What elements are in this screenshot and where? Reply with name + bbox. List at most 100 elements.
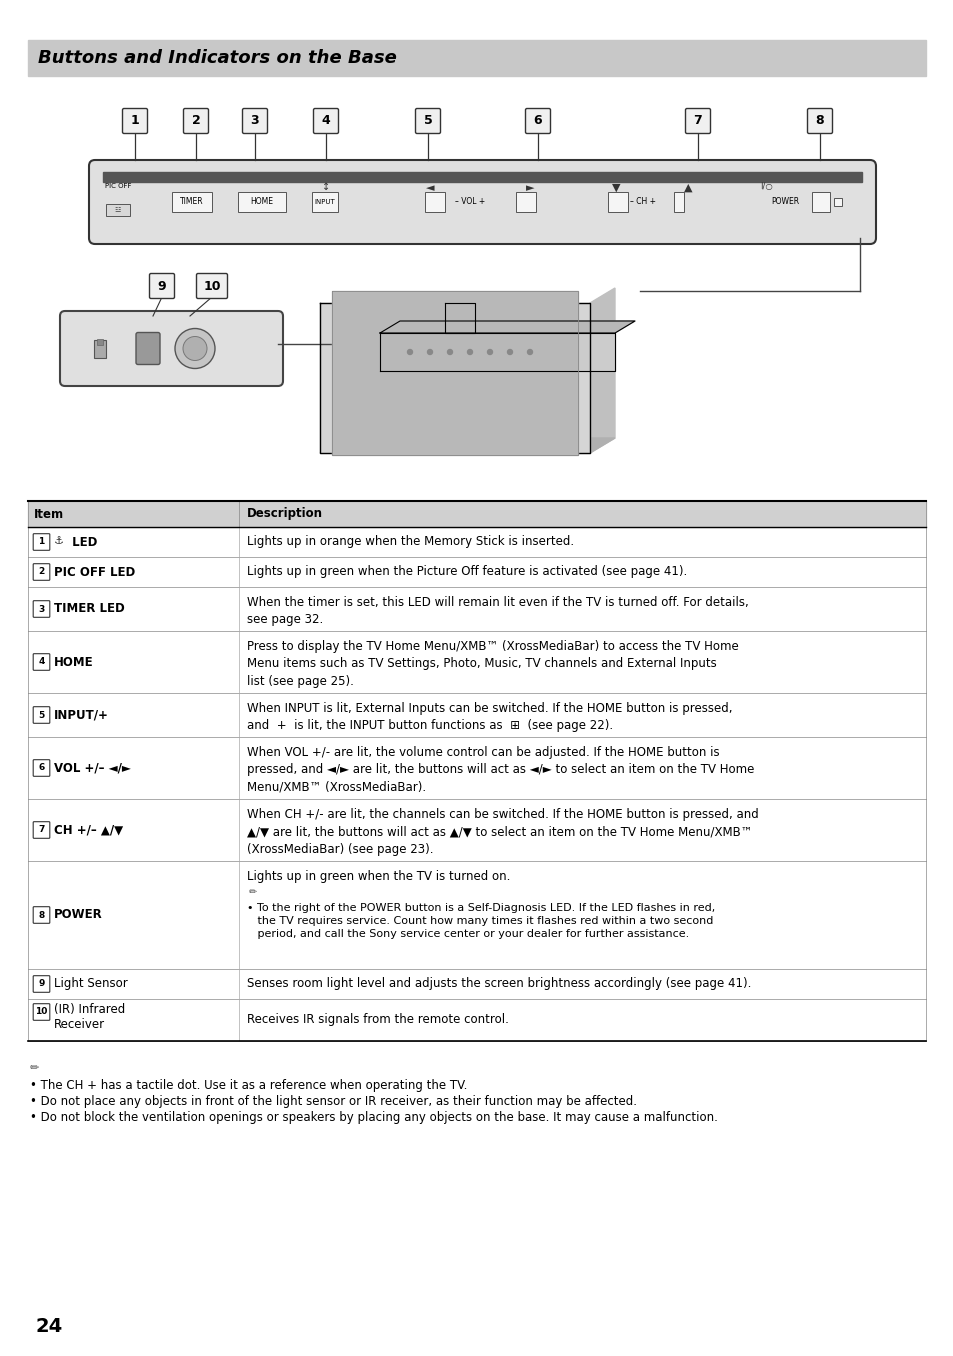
FancyBboxPatch shape: [33, 534, 50, 551]
FancyBboxPatch shape: [60, 311, 283, 386]
FancyBboxPatch shape: [33, 564, 50, 580]
Text: 10: 10: [35, 1008, 48, 1017]
Bar: [28, 738, 925, 799]
Polygon shape: [319, 302, 589, 453]
Bar: [28, 999, 925, 1041]
Text: • Do not place any objects in front of the light sensor or IR receiver, as their: • Do not place any objects in front of t…: [30, 1096, 637, 1108]
Circle shape: [507, 350, 512, 354]
Bar: [424, 193, 444, 212]
Text: 3: 3: [251, 114, 259, 127]
Bar: [28, 557, 925, 587]
Polygon shape: [379, 321, 635, 334]
Bar: [103, 172, 862, 182]
Text: Lights up in green when the Picture Off feature is activated (see page 41).: Lights up in green when the Picture Off …: [247, 565, 686, 579]
FancyBboxPatch shape: [33, 759, 50, 776]
Text: PIC OFF LED: PIC OFF LED: [54, 565, 135, 579]
Bar: [28, 861, 925, 970]
Bar: [28, 693, 925, 738]
Text: 10: 10: [203, 279, 220, 293]
Text: When VOL +/- are lit, the volume control can be adjusted. If the HOME button is
: When VOL +/- are lit, the volume control…: [247, 746, 754, 795]
FancyBboxPatch shape: [196, 274, 227, 298]
Text: ✏: ✏: [30, 1063, 39, 1073]
Text: Light Sensor: Light Sensor: [54, 978, 128, 990]
Text: ✏: ✏: [249, 887, 257, 898]
Text: period, and call the Sony service center or your dealer for further assistance.: period, and call the Sony service center…: [247, 929, 689, 938]
FancyBboxPatch shape: [525, 108, 550, 133]
Text: Item: Item: [34, 507, 64, 521]
Bar: [607, 193, 627, 212]
Bar: [811, 193, 829, 212]
Text: TIMER LED: TIMER LED: [54, 602, 125, 616]
Text: Description: Description: [247, 507, 323, 521]
FancyBboxPatch shape: [33, 1003, 50, 1020]
Circle shape: [407, 350, 412, 354]
Text: I/○: I/○: [759, 183, 772, 191]
Bar: [97, 339, 103, 344]
Bar: [312, 193, 337, 212]
Text: ►: ►: [525, 183, 534, 193]
Text: ▼: ▼: [611, 183, 619, 193]
Text: 24: 24: [36, 1317, 63, 1336]
Text: CH +/– ▲/▼: CH +/– ▲/▼: [54, 823, 123, 837]
FancyBboxPatch shape: [122, 108, 148, 133]
Bar: [28, 631, 925, 693]
Bar: [28, 39, 925, 76]
Text: 9: 9: [157, 279, 166, 293]
Text: 8: 8: [815, 114, 823, 127]
Text: HOME: HOME: [251, 198, 274, 206]
Polygon shape: [319, 438, 615, 453]
Text: 2: 2: [38, 568, 45, 576]
Polygon shape: [379, 334, 615, 372]
FancyBboxPatch shape: [33, 654, 50, 670]
Bar: [28, 799, 925, 861]
Text: INPUT/+: INPUT/+: [54, 708, 109, 721]
Text: Senses room light level and adjusts the screen brightness accordingly (see page : Senses room light level and adjusts the …: [247, 978, 751, 990]
Bar: [172, 193, 212, 212]
Text: ▲: ▲: [683, 183, 692, 193]
Text: Lights up in orange when the Memory Stick is inserted.: Lights up in orange when the Memory Stic…: [247, 536, 574, 548]
Text: TIMER: TIMER: [180, 198, 204, 206]
Bar: [237, 193, 286, 212]
FancyBboxPatch shape: [685, 108, 710, 133]
Text: VOL +/– ◄/►: VOL +/– ◄/►: [54, 762, 131, 774]
Text: 7: 7: [693, 114, 701, 127]
Text: 9: 9: [38, 979, 45, 989]
FancyBboxPatch shape: [183, 108, 209, 133]
Text: • To the right of the POWER button is a Self-Diagnosis LED. If the LED flashes i: • To the right of the POWER button is a …: [247, 903, 715, 913]
Text: – CH +: – CH +: [629, 198, 656, 206]
Text: • The CH + has a tactile dot. Use it as a reference when operating the TV.: • The CH + has a tactile dot. Use it as …: [30, 1079, 467, 1092]
Text: 1: 1: [131, 114, 139, 127]
Circle shape: [447, 350, 452, 354]
FancyBboxPatch shape: [33, 601, 50, 617]
Text: Buttons and Indicators on the Base: Buttons and Indicators on the Base: [38, 49, 396, 66]
Circle shape: [174, 328, 214, 369]
Text: ◄: ◄: [425, 183, 434, 193]
FancyBboxPatch shape: [314, 108, 338, 133]
Text: 2: 2: [192, 114, 200, 127]
Text: 1: 1: [38, 537, 45, 546]
Polygon shape: [332, 292, 578, 456]
Circle shape: [427, 350, 432, 354]
FancyBboxPatch shape: [136, 332, 160, 365]
Polygon shape: [444, 302, 475, 334]
Bar: [833, 198, 841, 206]
Text: 6: 6: [38, 763, 45, 773]
Text: 8: 8: [38, 910, 45, 919]
Text: Lights up in green when the TV is turned on.: Lights up in green when the TV is turned…: [247, 871, 510, 883]
FancyBboxPatch shape: [33, 907, 50, 923]
Text: – VOL +: – VOL +: [455, 198, 485, 206]
Text: POWER: POWER: [770, 198, 799, 206]
FancyBboxPatch shape: [806, 108, 832, 133]
Circle shape: [467, 350, 472, 354]
Bar: [516, 193, 536, 212]
FancyBboxPatch shape: [242, 108, 267, 133]
Bar: [673, 193, 683, 212]
Bar: [28, 970, 925, 999]
FancyBboxPatch shape: [150, 274, 174, 298]
Text: 4: 4: [321, 114, 330, 127]
Text: 3: 3: [38, 605, 45, 613]
Text: Receives IR signals from the remote control.: Receives IR signals from the remote cont…: [247, 1013, 508, 1026]
Text: 5: 5: [38, 711, 45, 720]
Text: Press to display the TV Home Menu/XMB™ (XrossMediaBar) to access the TV Home
Men: Press to display the TV Home Menu/XMB™ (…: [247, 640, 738, 687]
Text: LED: LED: [68, 536, 97, 548]
